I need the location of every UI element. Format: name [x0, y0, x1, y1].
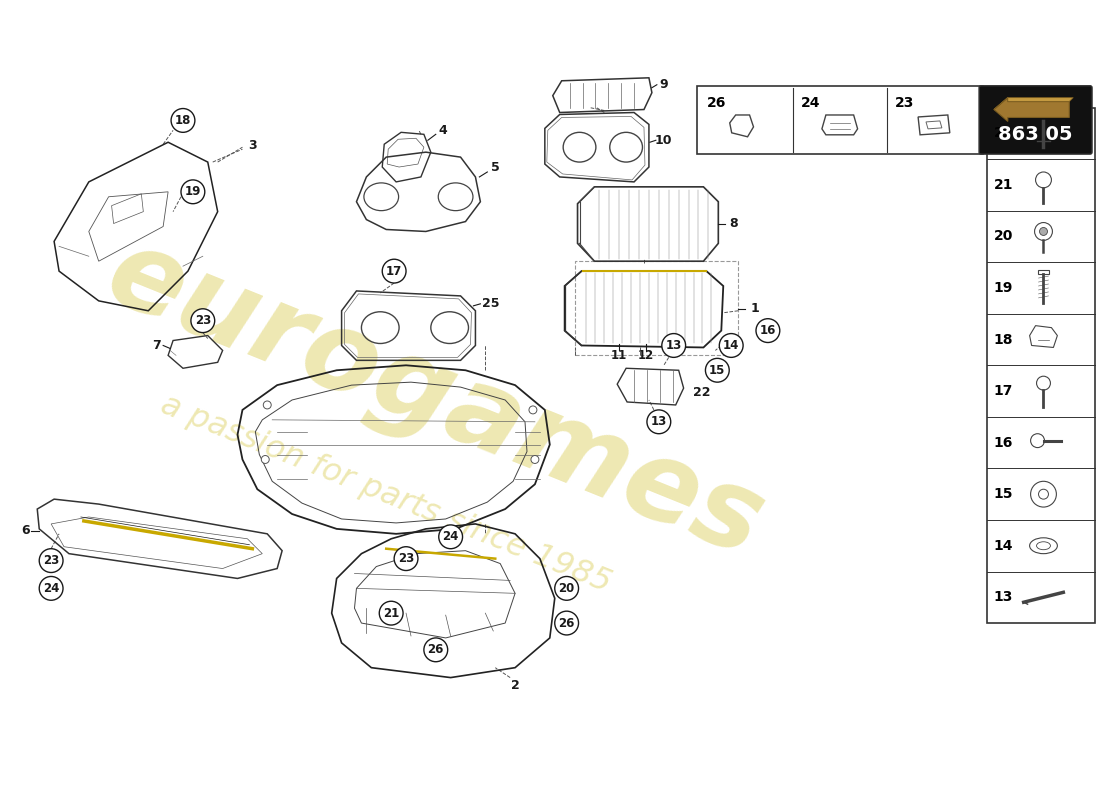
Circle shape [1035, 222, 1053, 240]
Circle shape [394, 546, 418, 570]
Circle shape [554, 611, 579, 635]
Circle shape [263, 401, 272, 409]
Bar [987, 107, 1094, 623]
Circle shape [719, 334, 744, 358]
Circle shape [379, 602, 403, 625]
Circle shape [182, 180, 205, 204]
Text: 10: 10 [654, 134, 672, 146]
Text: 22: 22 [994, 126, 1013, 140]
Text: 19: 19 [185, 186, 201, 198]
Text: 26: 26 [428, 643, 444, 656]
Text: 3: 3 [249, 138, 256, 152]
Circle shape [1035, 172, 1052, 188]
Circle shape [554, 577, 579, 600]
Circle shape [1031, 482, 1056, 507]
Text: 24: 24 [442, 530, 459, 543]
Text: 21: 21 [994, 178, 1013, 192]
Text: 19: 19 [994, 281, 1013, 295]
Circle shape [262, 455, 270, 463]
Text: a passion for parts since 1985: a passion for parts since 1985 [156, 390, 616, 599]
Text: 21: 21 [383, 606, 399, 620]
Circle shape [191, 309, 214, 333]
Text: eurogames: eurogames [92, 220, 779, 580]
Polygon shape [994, 98, 1074, 110]
Circle shape [705, 358, 729, 382]
Text: 4: 4 [438, 124, 447, 137]
Text: 5: 5 [491, 161, 499, 174]
Text: 25: 25 [482, 298, 499, 310]
Text: 18: 18 [175, 114, 191, 127]
Circle shape [439, 525, 462, 549]
FancyBboxPatch shape [979, 86, 1092, 154]
Text: 16: 16 [760, 324, 777, 337]
Circle shape [172, 109, 195, 132]
Text: 20: 20 [559, 582, 575, 595]
Circle shape [647, 410, 671, 434]
Text: 22: 22 [693, 386, 711, 398]
Circle shape [1031, 434, 1045, 447]
Circle shape [424, 638, 448, 662]
Text: 16: 16 [994, 436, 1013, 450]
Text: 14: 14 [723, 339, 739, 352]
Text: 13: 13 [994, 590, 1013, 604]
Circle shape [1038, 490, 1048, 499]
Circle shape [40, 577, 63, 600]
Circle shape [1036, 376, 1050, 390]
Circle shape [40, 549, 63, 573]
Text: 15: 15 [994, 487, 1013, 501]
Text: 23: 23 [195, 314, 211, 327]
Circle shape [662, 334, 685, 358]
Text: 15: 15 [710, 364, 726, 377]
Text: 12: 12 [638, 349, 654, 362]
Ellipse shape [1036, 542, 1050, 550]
Circle shape [1040, 227, 1047, 235]
Circle shape [382, 259, 406, 283]
Text: 24: 24 [801, 96, 821, 110]
Text: 2: 2 [510, 679, 519, 692]
Polygon shape [994, 98, 1069, 122]
Circle shape [531, 455, 539, 463]
Text: 6: 6 [21, 524, 30, 538]
Bar [574, 262, 738, 355]
Circle shape [529, 406, 537, 414]
Text: 23: 23 [894, 96, 914, 110]
Text: 20: 20 [994, 230, 1013, 243]
Text: 7: 7 [152, 339, 161, 352]
Text: 17: 17 [994, 384, 1013, 398]
Bar [696, 86, 983, 154]
Text: 9: 9 [660, 78, 668, 91]
Text: 13: 13 [666, 339, 682, 352]
Text: 8: 8 [729, 217, 737, 230]
Text: 14: 14 [994, 538, 1013, 553]
Text: 18: 18 [994, 333, 1013, 346]
Text: 26: 26 [706, 96, 726, 110]
Circle shape [756, 318, 780, 342]
Ellipse shape [1030, 538, 1057, 554]
Text: 863 05: 863 05 [999, 125, 1072, 144]
Text: 23: 23 [43, 554, 59, 567]
Text: 24: 24 [43, 582, 59, 595]
Text: 23: 23 [398, 552, 415, 565]
Text: 13: 13 [651, 415, 667, 428]
Text: 11: 11 [612, 349, 627, 362]
Text: 17: 17 [386, 265, 403, 278]
Text: 26: 26 [559, 617, 575, 630]
Text: 1: 1 [750, 302, 759, 315]
